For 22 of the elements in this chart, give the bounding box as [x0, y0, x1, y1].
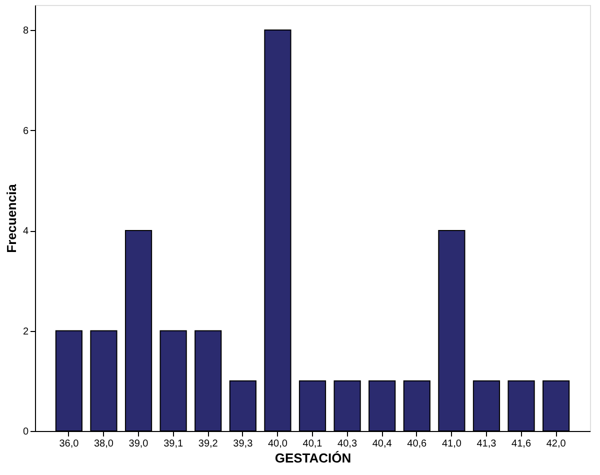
y-tick-label: 6 — [22, 126, 29, 137]
x-tick-label: 39,2 — [198, 438, 218, 450]
x-tick-label: 41,3 — [476, 438, 497, 450]
y-tick-label: 0 — [22, 426, 29, 438]
x-tick-label: 40,4 — [372, 438, 392, 450]
x-tick-label: 39,1 — [164, 438, 184, 450]
y-tick-label: 8 — [22, 26, 29, 37]
x-tick-label: 42,0 — [546, 438, 566, 450]
x-tick-label: 36,0 — [59, 438, 80, 450]
x-tick-label: 40,0 — [268, 438, 288, 450]
x-tick-label: 40,6 — [407, 438, 428, 450]
x-tick-label: 39,0 — [128, 438, 149, 450]
x-tick-label: 41,6 — [512, 438, 532, 450]
x-tick-label: 40,3 — [338, 438, 358, 450]
x-tick-label: 39,3 — [233, 438, 254, 450]
x-tick-label: 41,0 — [442, 438, 462, 450]
x-axis-title: GESTACIÓN — [274, 450, 352, 466]
y-tick-label: 2 — [22, 326, 29, 338]
y-axis-title: Frecuencia — [4, 183, 19, 253]
y-tick-label: 4 — [22, 226, 29, 238]
x-tick-label: 40,1 — [302, 438, 323, 450]
x-tick-label: 38,0 — [94, 438, 114, 450]
